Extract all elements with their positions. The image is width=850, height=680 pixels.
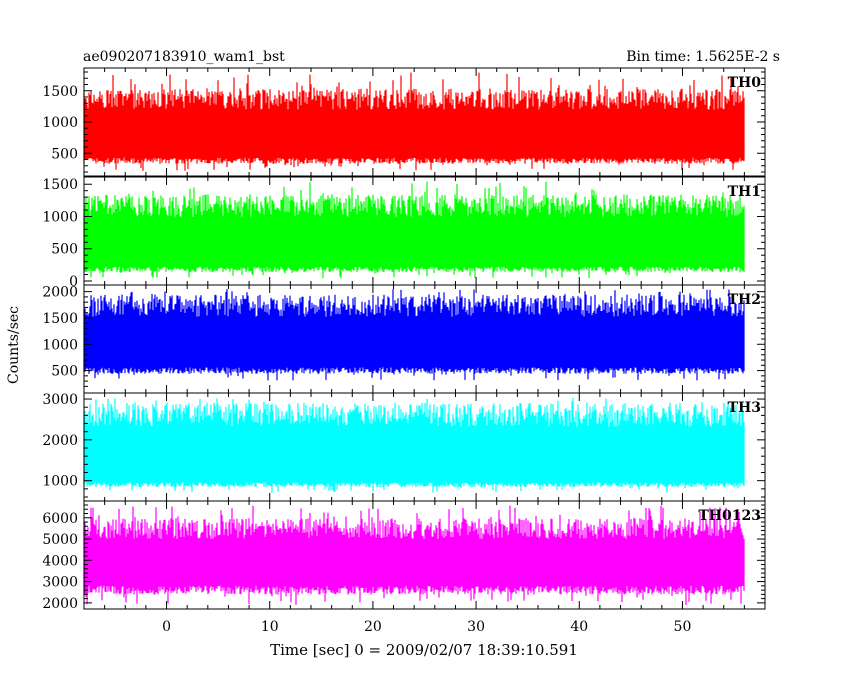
panel-label: TH2 bbox=[728, 292, 761, 308]
y-axis-label: Counts/sec bbox=[6, 306, 22, 384]
y-tick-label: 3000 bbox=[42, 575, 78, 591]
plot-title: ae090207183910_wam1_bst bbox=[83, 49, 285, 65]
panel-th3: 1000 2000 3000 TH3 bbox=[42, 392, 766, 502]
x-tick-label: 10 bbox=[261, 619, 279, 635]
y-tick-label: 1000 bbox=[42, 337, 78, 353]
y-tick-label: 2000 bbox=[42, 433, 78, 449]
y-tick-label: 3000 bbox=[42, 392, 78, 408]
y-tick-label: 500 bbox=[51, 146, 78, 162]
panel-label: TH1 bbox=[728, 184, 761, 200]
y-tick-label: 5000 bbox=[42, 532, 78, 548]
bin-time-label: Bin time: 1.5625E-2 s bbox=[626, 49, 780, 65]
panel-th2: 500 1000 1500 2000 TH2 bbox=[42, 284, 766, 394]
y-tick-label: 0 bbox=[69, 274, 78, 290]
x-axis-label: Time [sec] 0 = 2009/02/07 18:39:10.591 bbox=[270, 641, 578, 659]
x-tick-label: 50 bbox=[674, 619, 692, 635]
y-tick-label: 1000 bbox=[42, 474, 78, 490]
y-tick-label: 1500 bbox=[42, 311, 78, 327]
series-th0123 bbox=[83, 505, 745, 605]
panel-th1: 0 500 1000 1500 TH1 bbox=[42, 176, 766, 290]
y-tick-label: 1500 bbox=[42, 84, 78, 100]
y-tick-label: 1000 bbox=[42, 209, 78, 225]
y-tick-label: 2000 bbox=[42, 596, 78, 612]
panel-label: TH0 bbox=[728, 75, 762, 91]
x-tick-label: 0 bbox=[162, 619, 171, 635]
series-th3 bbox=[83, 397, 745, 493]
panel-th0: 500 1000 1500 TH0 bbox=[42, 67, 766, 177]
y-tick-label: 1000 bbox=[42, 115, 78, 131]
series-th0 bbox=[83, 72, 745, 171]
panel-th0123: 2000 3000 4000 5000 6000 TH0123 bbox=[42, 500, 766, 612]
x-tick-label: 40 bbox=[570, 619, 588, 635]
series-th1 bbox=[83, 181, 745, 279]
y-tick-label: 6000 bbox=[42, 511, 78, 527]
y-tick-label: 2000 bbox=[42, 285, 78, 301]
panel-frame bbox=[83, 500, 766, 610]
y-tick-label: 1500 bbox=[42, 177, 78, 193]
x-tick-label: 30 bbox=[467, 619, 485, 635]
panel-label: TH0123 bbox=[698, 508, 761, 524]
y-tick-label: 500 bbox=[51, 242, 78, 258]
series-th2 bbox=[83, 289, 745, 381]
x-tick-label: 20 bbox=[364, 619, 382, 635]
panel-label: TH3 bbox=[728, 400, 761, 416]
y-tick-label: 500 bbox=[51, 364, 78, 380]
y-tick-label: 4000 bbox=[42, 553, 78, 569]
